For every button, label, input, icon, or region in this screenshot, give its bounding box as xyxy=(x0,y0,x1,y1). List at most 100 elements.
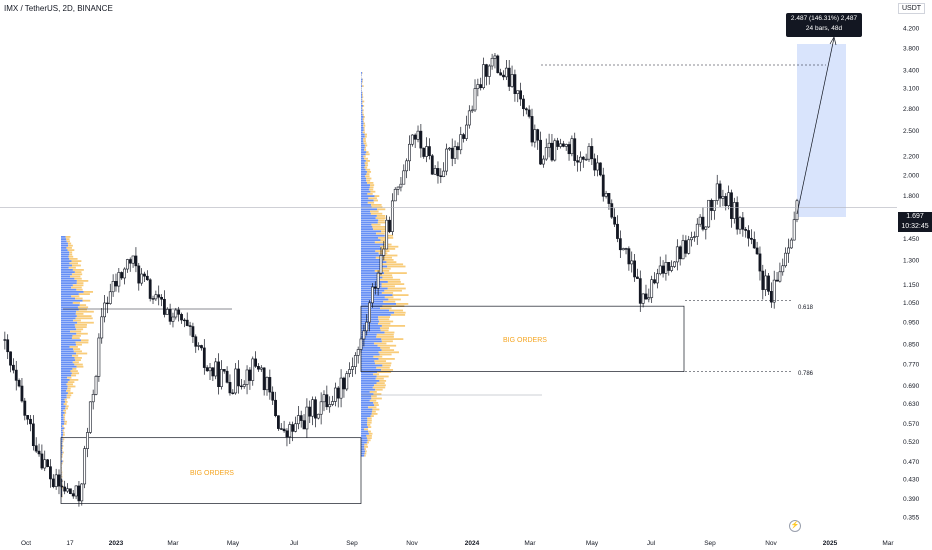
candle-down xyxy=(49,466,52,480)
candle-up xyxy=(772,279,776,303)
profile-bar-up xyxy=(361,349,382,351)
profile-bar-up xyxy=(361,96,363,98)
profile-bar-down xyxy=(380,347,390,349)
candle-down xyxy=(63,486,67,492)
profile-bar-up xyxy=(361,146,365,149)
candle-down xyxy=(373,286,377,289)
candle-up xyxy=(54,474,58,487)
candle-up xyxy=(778,271,782,282)
profile-bar-down xyxy=(378,358,395,360)
profile-bar-up xyxy=(361,230,382,233)
profile-bar-down xyxy=(362,118,365,120)
candle-down xyxy=(527,109,531,117)
profile-bar-up xyxy=(361,131,363,134)
profile-bar-down xyxy=(384,296,394,299)
candle-up xyxy=(100,316,104,339)
candle-down xyxy=(31,423,35,447)
candle-down xyxy=(638,278,642,304)
profile-bar-up xyxy=(361,347,381,349)
profile-bar-up xyxy=(61,416,64,419)
y-tick-label: 3.800 xyxy=(903,45,920,52)
profile-bar-down xyxy=(61,475,63,478)
candle-up xyxy=(664,262,668,274)
profile-bar-down xyxy=(77,306,89,309)
profile-bar-down xyxy=(368,188,374,191)
profile-bar-up xyxy=(61,451,63,454)
profile-bar-down xyxy=(376,333,394,336)
candle-down xyxy=(191,326,195,338)
candle-down xyxy=(285,430,289,438)
profile-bar-down xyxy=(380,245,399,248)
profile-bar-down xyxy=(377,221,391,224)
profile-bar-down xyxy=(373,402,379,404)
candle-down xyxy=(11,364,15,371)
arrow-head xyxy=(829,36,837,46)
profile-bar-up xyxy=(61,440,63,443)
profile-bar-down xyxy=(373,393,382,395)
candle-up xyxy=(570,138,574,155)
candle-up xyxy=(288,424,292,438)
profile-bar-down xyxy=(72,368,77,370)
profile-bar-down xyxy=(374,241,386,244)
candle-down xyxy=(299,415,303,421)
profile-bar-up xyxy=(61,429,63,432)
profile-bar-down xyxy=(388,298,401,301)
candle-up xyxy=(171,316,175,322)
candle-up xyxy=(385,219,389,250)
profile-bar-down xyxy=(68,266,76,269)
candle-down xyxy=(644,293,648,300)
profile-bar-down xyxy=(370,184,375,186)
profile-bar-up xyxy=(361,94,363,96)
tradingview-logo-icon[interactable]: ⚡ xyxy=(789,520,801,532)
candle-up xyxy=(91,394,95,403)
candle-up xyxy=(467,110,471,126)
candle-down xyxy=(182,319,186,322)
profile-bar-up xyxy=(361,285,382,288)
profile-bar-down xyxy=(369,391,377,393)
candle-up xyxy=(712,200,716,211)
profile-bar-up xyxy=(361,424,368,426)
profile-bar-down xyxy=(374,360,387,362)
candle-down xyxy=(51,478,55,487)
candle-down xyxy=(388,219,391,232)
candle-up xyxy=(459,134,463,151)
profile-bar-down xyxy=(363,155,366,158)
currency-label[interactable]: USDT xyxy=(898,3,926,14)
profile-bar-up xyxy=(61,337,72,339)
profile-bar-up xyxy=(361,267,381,270)
x-tick-label: Nov xyxy=(765,540,777,547)
profile-bar-down xyxy=(380,329,389,332)
candle-down xyxy=(653,279,656,284)
candle-down xyxy=(752,239,756,249)
profile-bar-up xyxy=(361,124,364,127)
profile-bar-down xyxy=(371,204,382,206)
profile-bar-up xyxy=(61,269,73,271)
candle-up xyxy=(165,309,169,315)
candle-up xyxy=(351,366,354,370)
candle-up xyxy=(704,226,708,230)
profile-bar-down xyxy=(369,399,377,402)
profile-bar-up xyxy=(61,405,66,408)
profile-bar-up xyxy=(361,351,379,354)
profile-bar-down xyxy=(376,375,389,378)
candle-up xyxy=(376,272,380,289)
candle-up xyxy=(86,432,89,449)
profile-bar-up xyxy=(361,327,380,329)
candle-up xyxy=(123,268,126,279)
profile-bar-up xyxy=(361,426,368,428)
profile-bar-down xyxy=(377,371,392,373)
big-orders-zone xyxy=(60,437,362,504)
candle-down xyxy=(730,192,733,219)
profile-bar-down xyxy=(377,344,397,347)
profile-bar-down xyxy=(66,247,72,249)
profile-bar-down xyxy=(70,330,82,333)
candle-down xyxy=(616,223,619,239)
profile-bar-down xyxy=(76,288,83,291)
profile-bar-down xyxy=(75,297,83,300)
profile-bar-down xyxy=(362,78,364,81)
profile-bar-down xyxy=(63,414,66,416)
profile-bar-up xyxy=(61,346,70,348)
candle-up xyxy=(698,216,702,225)
profile-bar-down xyxy=(63,409,67,412)
